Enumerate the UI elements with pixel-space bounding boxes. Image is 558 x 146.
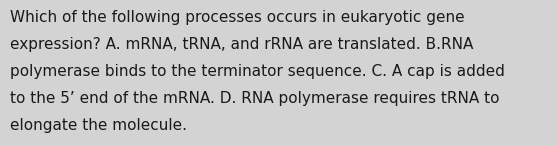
Text: elongate the molecule.: elongate the molecule. xyxy=(10,118,187,133)
Text: to the 5’ end of the mRNA. D. RNA polymerase requires tRNA to: to the 5’ end of the mRNA. D. RNA polyme… xyxy=(10,91,499,106)
Text: polymerase binds to the terminator sequence. C. A cap is added: polymerase binds to the terminator seque… xyxy=(10,64,505,79)
Text: expression? A. mRNA, tRNA, and rRNA are translated. B.RNA: expression? A. mRNA, tRNA, and rRNA are … xyxy=(10,37,473,52)
Text: Which of the following processes occurs in eukaryotic gene: Which of the following processes occurs … xyxy=(10,10,465,25)
